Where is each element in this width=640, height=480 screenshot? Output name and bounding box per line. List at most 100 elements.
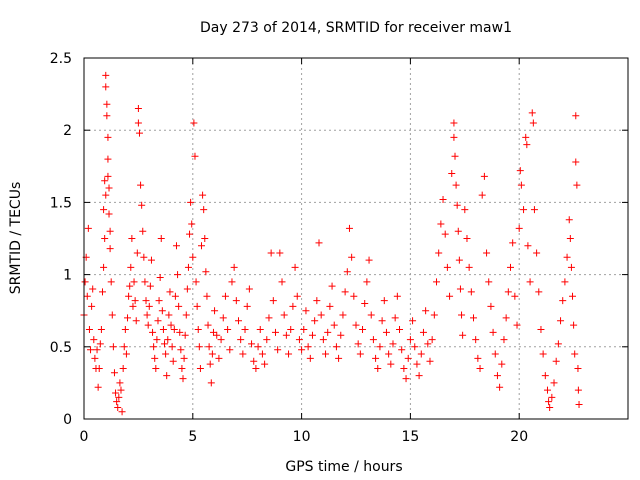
data-point bbox=[563, 253, 571, 261]
data-point bbox=[138, 201, 146, 209]
data-point bbox=[315, 239, 323, 247]
data-point bbox=[203, 292, 211, 300]
data-point bbox=[365, 256, 373, 264]
data-point bbox=[102, 83, 110, 91]
data-point bbox=[398, 346, 406, 354]
data-points bbox=[80, 71, 583, 416]
axis-ticks: 0 5 10 15 20 0 0.5 1 1.5 2 2.5 bbox=[50, 51, 628, 445]
data-point bbox=[276, 249, 284, 257]
data-point bbox=[354, 340, 362, 348]
data-point bbox=[168, 343, 176, 351]
data-point bbox=[263, 336, 271, 344]
data-point bbox=[389, 340, 397, 348]
data-point bbox=[278, 278, 286, 286]
data-point bbox=[487, 302, 495, 310]
y-tick-label: 1.5 bbox=[50, 195, 72, 211]
data-point bbox=[172, 242, 180, 250]
y-tick-label: 0 bbox=[63, 412, 72, 428]
data-point bbox=[232, 297, 240, 305]
data-point bbox=[406, 336, 414, 344]
data-point bbox=[524, 242, 532, 250]
data-point bbox=[374, 364, 382, 372]
data-point bbox=[155, 297, 163, 305]
data-point bbox=[382, 328, 390, 336]
data-point bbox=[105, 184, 113, 192]
data-point bbox=[437, 220, 445, 228]
data-point bbox=[151, 354, 159, 362]
data-point bbox=[96, 340, 104, 348]
data-point bbox=[141, 278, 149, 286]
data-point bbox=[243, 302, 251, 310]
data-point bbox=[129, 302, 137, 310]
data-point bbox=[107, 278, 115, 286]
data-point bbox=[258, 350, 266, 358]
data-point bbox=[298, 346, 306, 354]
data-point bbox=[306, 354, 314, 362]
data-point bbox=[282, 331, 290, 339]
data-point bbox=[174, 271, 182, 279]
data-point bbox=[169, 357, 177, 365]
data-point bbox=[219, 314, 227, 322]
data-point bbox=[474, 354, 482, 362]
data-point bbox=[295, 336, 303, 344]
chart-title: Day 273 of 2014, SRMTID for receiver maw… bbox=[200, 20, 512, 36]
data-point bbox=[89, 285, 97, 293]
data-point bbox=[102, 71, 110, 79]
data-point bbox=[332, 343, 340, 351]
data-point bbox=[498, 360, 506, 368]
data-point bbox=[339, 311, 347, 319]
data-point bbox=[106, 227, 114, 235]
data-point bbox=[201, 235, 209, 242]
data-point bbox=[566, 235, 574, 242]
data-point bbox=[411, 343, 419, 351]
data-point bbox=[472, 336, 480, 344]
data-point bbox=[478, 191, 486, 199]
data-point bbox=[274, 346, 282, 354]
data-point bbox=[105, 210, 113, 218]
data-point bbox=[180, 354, 188, 362]
y-tick-label: 0.5 bbox=[50, 340, 72, 356]
data-point bbox=[565, 216, 573, 224]
data-point bbox=[188, 220, 196, 228]
data-point bbox=[463, 235, 471, 242]
data-point bbox=[113, 398, 121, 406]
data-point bbox=[147, 256, 155, 264]
data-point bbox=[131, 297, 139, 305]
data-point bbox=[245, 285, 253, 293]
data-point bbox=[271, 328, 279, 336]
data-point bbox=[194, 325, 202, 333]
data-point bbox=[552, 357, 560, 365]
data-point bbox=[256, 325, 264, 333]
data-point bbox=[304, 343, 312, 351]
data-point bbox=[206, 360, 214, 368]
data-point bbox=[103, 112, 111, 120]
data-point bbox=[158, 307, 166, 315]
data-point bbox=[195, 343, 203, 351]
data-point bbox=[85, 325, 93, 333]
data-point bbox=[130, 278, 138, 286]
data-point bbox=[574, 386, 582, 394]
data-point bbox=[502, 314, 510, 322]
data-point bbox=[112, 389, 120, 397]
data-point bbox=[419, 328, 427, 336]
data-point bbox=[378, 317, 386, 325]
data-point bbox=[163, 372, 171, 380]
data-point bbox=[91, 354, 99, 362]
data-point bbox=[100, 263, 108, 271]
data-point bbox=[191, 152, 199, 160]
data-point bbox=[196, 364, 204, 372]
data-point bbox=[335, 354, 343, 362]
data-point bbox=[189, 253, 197, 261]
data-point bbox=[166, 288, 174, 296]
data-point bbox=[146, 282, 154, 290]
data-point bbox=[308, 331, 316, 339]
data-point bbox=[241, 325, 249, 333]
data-point bbox=[326, 302, 334, 310]
data-point bbox=[208, 350, 216, 358]
x-tick-label: 20 bbox=[510, 429, 528, 445]
data-point bbox=[176, 328, 184, 336]
data-point bbox=[454, 227, 462, 235]
data-point bbox=[170, 325, 178, 333]
data-point bbox=[179, 375, 187, 383]
